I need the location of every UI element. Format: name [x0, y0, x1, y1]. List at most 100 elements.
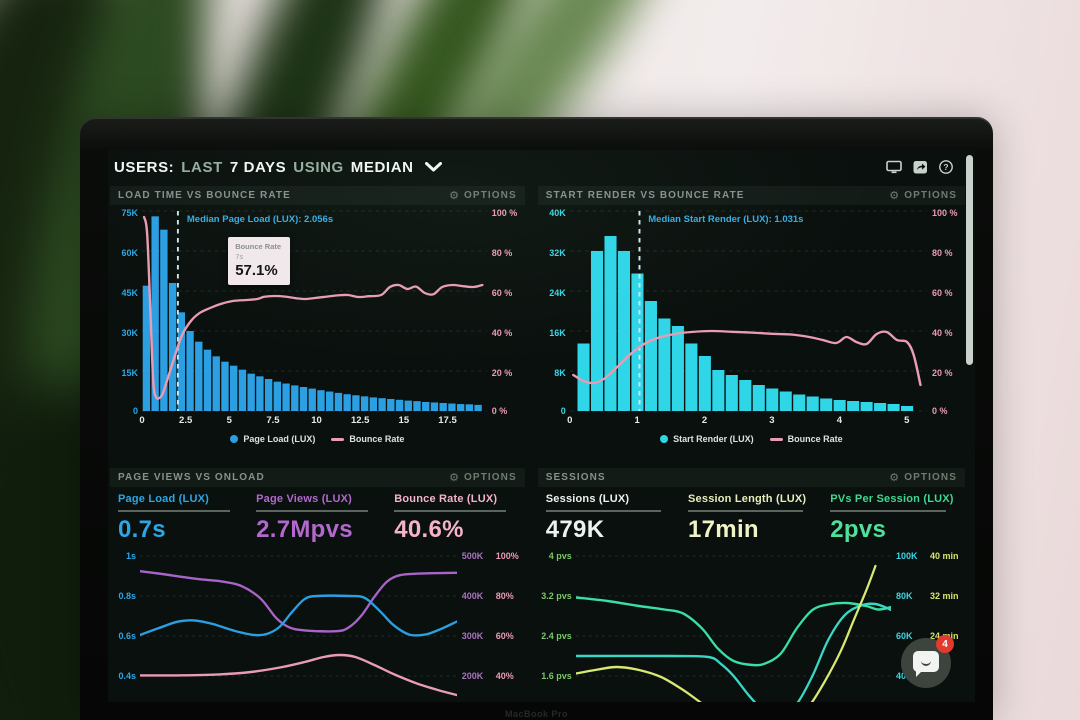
laptop-brand-label: MacBook Pro: [504, 709, 569, 719]
panel-title: LOAD TIME VS BOUNCE RATE: [118, 190, 291, 201]
options-label: OPTIONS: [464, 472, 517, 483]
panel-sessions: SESSIONS ⚙ OPTIONS Sessions (LUX) 479K: [537, 468, 965, 702]
panel-title: START RENDER VS BOUNCE RATE: [545, 190, 745, 201]
gear-icon: ⚙: [889, 189, 901, 202]
axis-tick-label: 32K: [549, 248, 566, 258]
axis-tick-label: 8K: [554, 368, 566, 378]
axis-tick-label: 20 %: [931, 368, 953, 378]
axis-tick-label: 1.6 pvs: [541, 671, 572, 681]
metrics-row: Page Load (LUX) 0.7s Page Views (LUX) 2.…: [110, 491, 525, 550]
users-filter-dropdown[interactable]: USERS: LAST 7 DAYS USING MEDIAN: [114, 159, 442, 176]
x-axis-tick-label: 5: [904, 415, 910, 426]
axis-tick-label: 0: [132, 406, 138, 416]
options-button[interactable]: ⚙ OPTIONS: [449, 190, 517, 201]
axis-tick-label: 60%: [495, 631, 514, 641]
x-axis-tick-label: 5: [226, 415, 232, 426]
page-views-line-chart[interactable]: [140, 550, 457, 702]
panel-title: PAGE VIEWS VS ONLOAD: [118, 472, 265, 483]
x-axis-tick-label: 2: [701, 415, 708, 426]
axis-tick-label: 80%: [495, 591, 514, 601]
chart-legend: Start Render (LUX) Bounce Rate: [538, 434, 965, 444]
metric-sessions: Sessions (LUX) 479K: [538, 493, 680, 544]
sessions-line-chart[interactable]: [575, 550, 891, 702]
legend-label: Start Render (LUX): [673, 434, 754, 444]
axis-tick-label: 40 %: [931, 328, 953, 338]
share-icon[interactable]: [913, 160, 928, 174]
legend-item: Page Load (LUX): [230, 434, 315, 444]
median-annotation: Median Start Render (LUX): 1.031s: [648, 214, 804, 225]
metrics-row: Sessions (LUX) 479K Session Length (LUX)…: [538, 491, 965, 550]
x-axis-tick-label: 2.5: [179, 415, 193, 426]
axis-tick-label: 0.6s: [118, 631, 136, 641]
x-axis-row: 0 2.5 5 7.5 10 12.5 15 17.5: [110, 413, 525, 430]
header-median-label: MEDIAN: [350, 158, 414, 176]
metric-page-views: Page Views (LUX) 2.7Mpvs: [248, 493, 386, 544]
y-axis-left: 4 pvs 3.2 pvs 2.4 pvs 1.6 pvs: [538, 550, 576, 702]
panel-header: PAGE VIEWS VS ONLOAD ⚙ OPTIONS: [110, 468, 525, 487]
metric-session-length: Session Length (LUX) 17min: [680, 493, 822, 544]
y-axis-left: 75K 60K 45K 30K 15K 0: [110, 208, 142, 416]
dashboard-screen: USERS: LAST 7 DAYS USING MEDIAN: [108, 150, 975, 702]
x-axis-tick-label: 17.5: [438, 415, 457, 426]
chevron-down-icon: [424, 162, 442, 172]
x-axis-tick-label: 4: [836, 415, 843, 426]
axis-tick-label: 40 %: [491, 328, 513, 338]
legend-label: Page Load (LUX): [243, 434, 316, 444]
axis-tick-label: 80 %: [491, 248, 513, 258]
axis-tick-label: 60 %: [491, 288, 513, 298]
metric-underline: [830, 510, 946, 512]
bounce-rate-tooltip: Bounce Rate 7s 57.1%: [228, 237, 291, 285]
chart-area: 40K 32K 24K 16K 8K 0 Median Start Render (LUX…: [538, 208, 965, 416]
panel-header: SESSIONS ⚙ OPTIONS: [537, 468, 965, 487]
legend-label: Bounce Rate: [787, 434, 843, 444]
axis-tick-label: 0 %: [931, 406, 948, 416]
axis-tick-label: 0 %: [491, 406, 508, 416]
metric-underline: [256, 510, 368, 512]
chat-bubble-icon: [913, 651, 939, 677]
gear-icon: ⚙: [449, 189, 461, 202]
axis-tick-label: 60K: [121, 248, 138, 258]
axis-tick-label: 3.2 pvs: [541, 591, 572, 601]
metric-label: Page Views (LUX): [256, 493, 353, 505]
axis-tick-label: 30K: [121, 328, 138, 338]
axis-tick-label: 200K: [461, 671, 484, 681]
x-axis-tick-label: 10: [311, 415, 322, 426]
chat-widget-button[interactable]: 4: [901, 635, 954, 688]
svg-text:?: ?: [943, 162, 948, 172]
load-time-histogram[interactable]: Median Page Load (LUX): 2.056s Bounce Ra…: [142, 209, 487, 413]
axis-tick-label: 100 %: [931, 208, 958, 218]
options-button[interactable]: ⚙ OPTIONS: [889, 190, 957, 201]
metric-pvs-per-session: PVs Per Session (LUX) 2pvs: [822, 493, 964, 544]
display-icon[interactable]: [886, 160, 902, 174]
axis-tick-label: 15K: [121, 368, 138, 378]
metric-underline: [118, 510, 230, 512]
start-render-histogram[interactable]: Median Start Render (LUX): 1.031s: [569, 209, 927, 413]
metric-value: 0.7s: [118, 516, 166, 543]
y-axis-right-pageviews: 500K 400K 300K 200K: [457, 550, 491, 702]
x-axis-tick-label: 1: [634, 415, 640, 426]
x-axis-tick-label: 7.5: [266, 415, 280, 426]
scrollbar[interactable]: [966, 155, 973, 365]
legend-item: Bounce Rate: [331, 434, 404, 444]
axis-tick-label: 45K: [121, 288, 138, 298]
legend-dot-swatch: [230, 435, 239, 443]
axis-tick-label: 1s: [125, 551, 136, 561]
options-button[interactable]: ⚙ OPTIONS: [889, 472, 957, 483]
panel-header: START RENDER VS BOUNCE RATE ⚙ OPTIONS: [537, 186, 965, 205]
axis-tick-label: 100 %: [491, 208, 518, 218]
metric-label: PVs Per Session (LUX): [830, 493, 954, 505]
laptop: USERS: LAST 7 DAYS USING MEDIAN: [80, 117, 993, 720]
axis-tick-label: 60 %: [931, 288, 953, 298]
header-icons: ?: [886, 160, 967, 174]
metric-underline: [688, 510, 804, 512]
options-button[interactable]: ⚙ OPTIONS: [449, 472, 517, 483]
axis-tick-label: 60K: [895, 631, 913, 641]
gear-icon: ⚙: [889, 471, 901, 484]
axis-tick-label: 2.4 pvs: [541, 631, 572, 641]
x-axis-tick-label: 0: [139, 415, 145, 426]
help-icon[interactable]: ?: [939, 160, 953, 174]
axis-tick-label: 0.4s: [118, 671, 136, 681]
options-label: OPTIONS: [904, 190, 957, 201]
panel-page-views: PAGE VIEWS VS ONLOAD ⚙ OPTIONS Page Load…: [110, 468, 525, 702]
metric-value: 2pvs: [830, 516, 887, 543]
